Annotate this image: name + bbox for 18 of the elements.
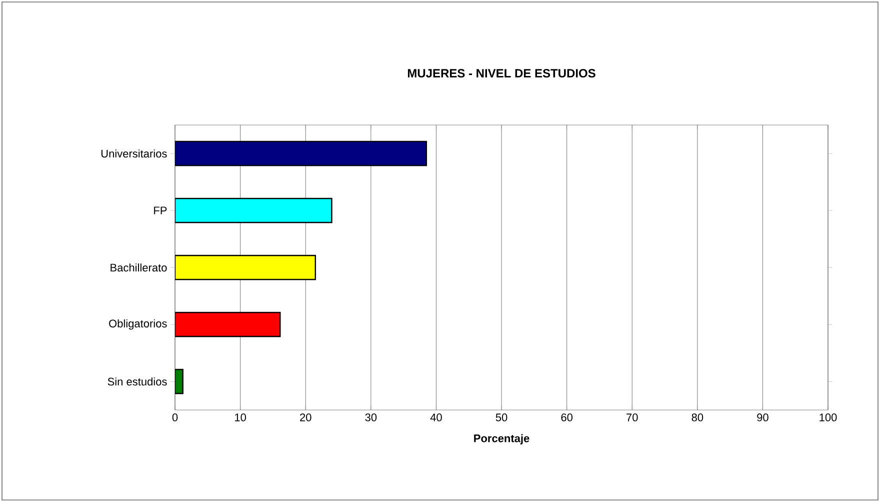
y-tick-label: Sin estudios [108,377,167,386]
x-tick-label: 50 [496,414,508,422]
chart-title: MUJERES - NIVEL DE ESTUDIOS [408,69,596,78]
x-tick-label: 90 [757,414,768,422]
x-tick-label: 20 [300,414,312,422]
x-tick-label: 30 [365,414,377,422]
x-tick-label: 40 [430,414,442,422]
x-tick-label: 80 [692,414,704,422]
x-tick-label: 100 [820,414,837,422]
x-axis-title: Porcentaje [474,434,530,444]
y-tick-label: Bachillerato [110,263,167,272]
y-tick-label: Obligatorios [109,319,167,330]
y-tick-label: FP [154,206,167,214]
x-tick-label: 70 [626,414,638,422]
y-tick-label: Universitarios [101,149,167,158]
x-tick-label: 0 [172,414,178,422]
x-tick-label: 10 [235,414,246,422]
x-tick-label: 60 [561,414,572,422]
